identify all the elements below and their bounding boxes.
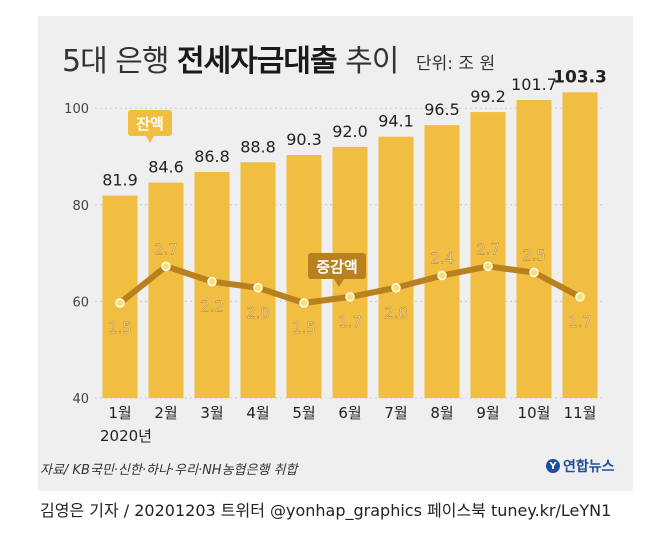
change-point	[437, 270, 447, 281]
bar-value-label: 101.7	[511, 75, 557, 94]
x-tick-label: 2월	[154, 404, 177, 422]
y-tick-label: 60	[72, 295, 89, 310]
bar-value-label: 94.1	[378, 112, 414, 131]
change-point	[115, 298, 125, 308]
year-label: 2020년	[100, 427, 152, 445]
change-point	[391, 283, 401, 293]
bar	[562, 92, 598, 399]
bar	[424, 125, 460, 398]
bar	[516, 99, 552, 398]
change-point	[161, 261, 171, 272]
x-tick-label: 11월	[564, 404, 597, 422]
bar-value-label: 84.6	[148, 158, 184, 177]
change-value-label: 2.7	[476, 240, 500, 258]
change-value-label: 1.5	[108, 319, 132, 337]
title-light: 5대 은행	[62, 44, 169, 79]
x-tick-label: 10월	[518, 404, 551, 422]
x-tick-label: 7월	[384, 404, 407, 422]
change-value-label: 2.5	[522, 247, 546, 265]
x-tick-label: 4월	[246, 404, 269, 422]
bar	[378, 136, 414, 398]
bar-value-label: 86.8	[194, 147, 230, 166]
change-value-label: 1.7	[338, 313, 362, 331]
change-value-label: 2.7	[154, 240, 178, 258]
bar-value-label: 81.9	[102, 171, 138, 190]
x-tick-label: 1월	[108, 404, 131, 422]
logo-text: 연합뉴스	[563, 459, 615, 475]
balance-badge	[128, 110, 172, 136]
x-tick-label: 8월	[430, 404, 453, 422]
change-point	[345, 292, 355, 302]
title-bold: 전세자금대출	[176, 44, 338, 79]
footer-credit: 김영은 기자 / 20201203 트위터 @yonhap_graphics 페…	[40, 501, 612, 520]
change-point	[529, 267, 539, 278]
title-tail: 추이	[345, 44, 399, 79]
bar-value-label: 88.8	[240, 137, 276, 156]
y-tick-label: 100	[64, 102, 89, 117]
source-note: 자료/ KB국민·신한·하나·우리·NH농협은행 취합	[40, 463, 298, 478]
bar	[470, 112, 506, 399]
y-tick-label: 40	[72, 392, 89, 407]
y-tick-label: 80	[72, 199, 89, 214]
change-badge	[308, 253, 366, 279]
bar	[240, 162, 276, 398]
x-tick-label: 6월	[338, 404, 361, 422]
change-point	[207, 276, 217, 287]
change-point	[483, 261, 493, 272]
bar-value-label: 103.3	[553, 67, 607, 87]
bar	[148, 182, 184, 398]
balance-badge-label: 잔액	[136, 115, 164, 133]
bar-value-label: 90.3	[286, 130, 322, 149]
change-point	[575, 292, 585, 302]
change-value-label: 1.5	[292, 319, 316, 337]
change-value-label: 2.0	[384, 304, 408, 322]
yonhap-logo: Y 연합뉴스	[546, 456, 615, 476]
bar-value-label: 99.2	[470, 87, 506, 106]
change-value-label: 2.0	[246, 304, 270, 322]
x-tick-label: 3월	[200, 404, 223, 422]
x-tick-label: 5월	[292, 404, 315, 422]
logo-mark-icon: Y	[546, 459, 560, 473]
change-value-label: 1.7	[568, 313, 592, 331]
x-tick-label: 9월	[476, 404, 499, 422]
change-point	[299, 298, 309, 308]
change-badge-pointer	[334, 279, 344, 287]
change-value-label: 2.2	[200, 298, 224, 316]
bar-value-label: 92.0	[332, 122, 368, 141]
unit-label: 단위: 조 원	[416, 54, 496, 74]
chart-title: 5대 은행 전세자금대출 추이	[62, 36, 399, 80]
balance-badge-pointer	[146, 136, 154, 143]
change-value-label: 2.4	[430, 250, 454, 268]
bar-value-label: 96.5	[424, 100, 460, 119]
change-point	[253, 283, 263, 293]
change-badge-label: 증감액	[316, 258, 357, 276]
